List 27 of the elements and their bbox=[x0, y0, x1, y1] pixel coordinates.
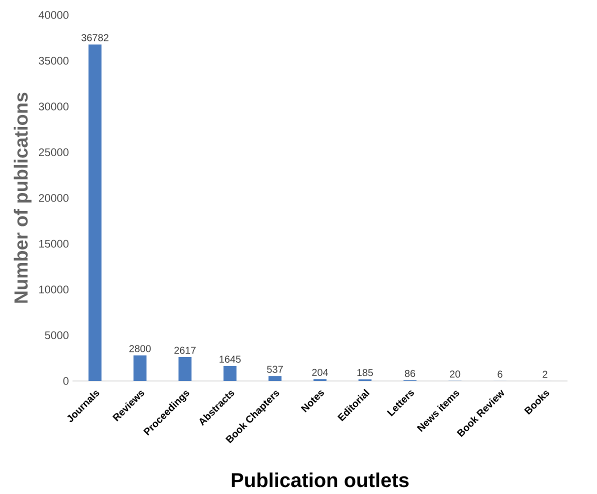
data-label: 185 bbox=[357, 369, 373, 376]
data-label: 204 bbox=[312, 368, 328, 376]
y-tick-label: 25000 bbox=[38, 148, 69, 156]
data-label: 6 bbox=[498, 370, 502, 378]
bar bbox=[224, 366, 236, 381]
data-label: 2800 bbox=[129, 345, 151, 352]
data-label: 20 bbox=[450, 370, 460, 378]
data-label: 2 bbox=[542, 370, 548, 378]
bar bbox=[178, 357, 192, 381]
y-tick-label: 0 bbox=[63, 377, 69, 385]
data-label: 86 bbox=[404, 370, 416, 377]
data-label: 537 bbox=[267, 366, 283, 373]
y-tick-label: 10000 bbox=[39, 286, 69, 294]
data-label: 36782 bbox=[81, 34, 108, 42]
bar bbox=[88, 44, 102, 381]
bar bbox=[268, 376, 282, 381]
bar bbox=[134, 355, 147, 381]
y-tick-label: 15000 bbox=[39, 240, 69, 248]
y-tick-label: 40000 bbox=[38, 11, 69, 19]
y-tick-label: 30000 bbox=[38, 102, 69, 110]
y-tick-label: 20000 bbox=[38, 194, 69, 202]
data-label: 2617 bbox=[174, 346, 196, 354]
x-axis-title: Publication outlets bbox=[232, 472, 409, 488]
y-tick-label: 5000 bbox=[44, 331, 69, 340]
data-label: 1645 bbox=[220, 356, 241, 363]
y-tick-label: 35000 bbox=[38, 56, 69, 65]
y-axis-title: Number of publications bbox=[14, 92, 32, 303]
